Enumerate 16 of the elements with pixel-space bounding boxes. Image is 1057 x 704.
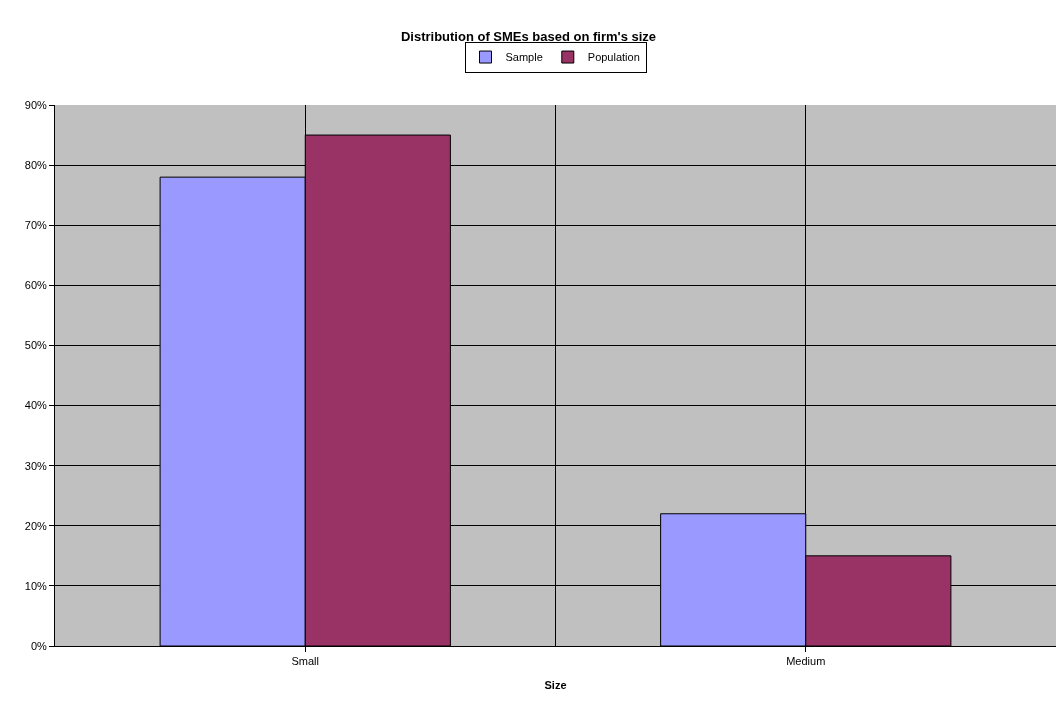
y-tick-label: 50% bbox=[24, 339, 47, 352]
y-tick-label: 70% bbox=[24, 219, 47, 232]
y-tick-label: 0% bbox=[30, 639, 48, 652]
legend-label: Population bbox=[587, 51, 640, 64]
y-tick-label: 40% bbox=[24, 399, 47, 412]
y-tick-label: 10% bbox=[24, 579, 47, 592]
y-tick-label: 30% bbox=[24, 459, 47, 472]
y-tick-label: 20% bbox=[24, 519, 47, 532]
legend-label: Sample bbox=[505, 51, 543, 64]
chart-title: Distribution of SMEs based on firm's size bbox=[400, 28, 657, 44]
y-tick-label: 90% bbox=[24, 98, 47, 111]
x-tick-label: Small bbox=[291, 655, 320, 668]
x-axis-title: Size bbox=[544, 679, 567, 692]
x-tick-label: Medium bbox=[786, 655, 826, 668]
y-tick-label: 60% bbox=[24, 279, 47, 292]
y-tick-label: 80% bbox=[24, 158, 47, 171]
